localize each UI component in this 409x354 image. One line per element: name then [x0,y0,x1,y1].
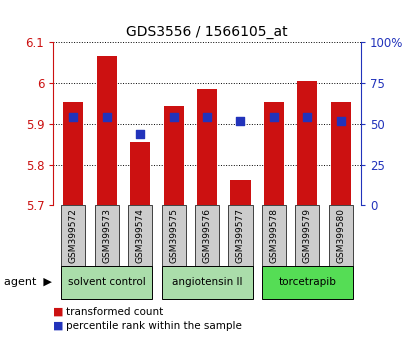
Text: GSM399577: GSM399577 [236,208,244,263]
Bar [230,180,250,205]
Text: torcetrapib: torcetrapib [278,277,335,287]
Text: ■: ■ [53,321,64,331]
Text: GSM399580: GSM399580 [335,208,344,263]
Text: transformed count: transformed count [65,307,162,316]
Bar [163,105,183,205]
Text: GSM399579: GSM399579 [302,208,311,263]
Point [303,115,310,120]
Point [237,118,243,124]
Text: GSM399575: GSM399575 [169,208,178,263]
Point [70,115,76,120]
Text: percentile rank within the sample: percentile rank within the sample [65,321,241,331]
Bar [330,102,350,205]
Text: GSM399573: GSM399573 [102,208,111,263]
Text: angiotensin II: angiotensin II [171,277,242,287]
Bar [130,142,150,205]
Text: GSM399574: GSM399574 [135,208,144,263]
Point [170,115,176,120]
Point [103,115,110,120]
Bar [197,89,216,205]
Text: GSM399578: GSM399578 [269,208,278,263]
Bar [297,81,317,205]
Title: GDS3556 / 1566105_at: GDS3556 / 1566105_at [126,25,287,39]
Text: GSM399572: GSM399572 [69,208,78,263]
Bar [263,102,283,205]
Text: solvent control: solvent control [68,277,145,287]
Point [270,115,276,120]
Text: ■: ■ [53,307,64,316]
Point [137,131,143,137]
Bar [63,102,83,205]
Point [203,115,210,120]
Point [337,118,343,124]
Bar [97,56,117,205]
Text: agent  ▶: agent ▶ [4,277,52,287]
Text: GSM399576: GSM399576 [202,208,211,263]
